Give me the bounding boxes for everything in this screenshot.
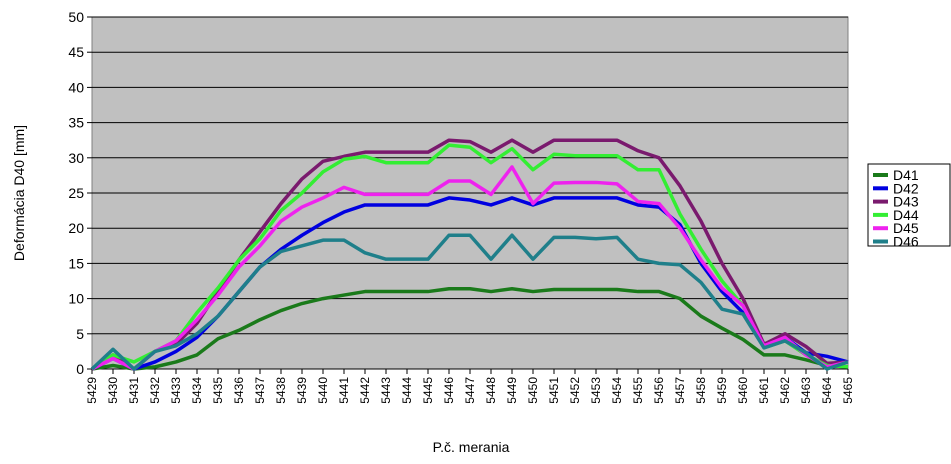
y-tick-label: 35 bbox=[68, 115, 84, 131]
x-tick-label: 5457 bbox=[673, 377, 687, 404]
x-tick-label: 5443 bbox=[379, 377, 393, 404]
x-tick-label: 5455 bbox=[631, 377, 645, 404]
legend-label: D43 bbox=[893, 194, 919, 210]
y-tick-label: 25 bbox=[68, 185, 84, 201]
series-line bbox=[90, 233, 849, 371]
legend-label: D44 bbox=[893, 207, 919, 223]
x-tick-label: 5445 bbox=[421, 377, 435, 404]
series-line bbox=[91, 143, 849, 371]
x-tick-label: 5462 bbox=[778, 377, 792, 404]
y-tick-label: 40 bbox=[68, 79, 84, 95]
x-tick-label: 5461 bbox=[757, 377, 771, 404]
y-tick-label: 5 bbox=[76, 326, 84, 342]
legend-label: D42 bbox=[893, 180, 919, 196]
x-tick-label: 5459 bbox=[715, 377, 729, 404]
legend-label: D45 bbox=[893, 220, 919, 236]
x-tick-label: 5451 bbox=[547, 377, 561, 404]
x-tick-label: 5454 bbox=[610, 377, 624, 404]
x-tick-label: 5435 bbox=[211, 377, 225, 404]
x-tick-label: 5444 bbox=[400, 377, 414, 404]
x-tick-label: 5453 bbox=[589, 377, 603, 404]
x-tick-label: 5442 bbox=[358, 377, 372, 404]
x-tick-label: 5431 bbox=[127, 377, 141, 404]
legend-box bbox=[867, 163, 951, 247]
y-tick-label: 15 bbox=[68, 255, 84, 271]
x-tick-label: 5463 bbox=[799, 377, 813, 404]
x-tick-label: 5439 bbox=[295, 377, 309, 404]
x-tick-label: 5452 bbox=[568, 377, 582, 404]
y-tick-label: 50 bbox=[68, 9, 84, 25]
series-line bbox=[91, 165, 849, 371]
x-tick-label: 5456 bbox=[652, 377, 666, 404]
legend-label: D41 bbox=[893, 167, 919, 183]
x-tick-label: 5464 bbox=[820, 377, 834, 404]
y-tick-label: 0 bbox=[76, 361, 84, 377]
legend-label: D46 bbox=[893, 234, 919, 250]
x-tick-label: 5446 bbox=[442, 377, 456, 404]
x-tick-label: 5437 bbox=[253, 377, 267, 404]
y-tick-label: 10 bbox=[68, 291, 84, 307]
x-tick-label: 5440 bbox=[316, 377, 330, 404]
x-tick-label: 5429 bbox=[85, 377, 99, 404]
x-tick-label: 5448 bbox=[484, 377, 498, 404]
x-tick-label: 5460 bbox=[736, 377, 750, 404]
x-tick-label: 5438 bbox=[274, 377, 288, 404]
x-tick-label: 5436 bbox=[232, 377, 246, 404]
series-line bbox=[91, 286, 849, 371]
x-tick-label: 5434 bbox=[190, 377, 204, 404]
y-tick-label: 20 bbox=[68, 220, 84, 236]
y-tick-label: 45 bbox=[68, 44, 84, 60]
x-tick-label: 5449 bbox=[505, 377, 519, 404]
x-tick-label: 5441 bbox=[337, 377, 351, 404]
x-axis-title: P.č. merania bbox=[433, 439, 510, 455]
x-tick-label: 5465 bbox=[841, 377, 855, 404]
series-line bbox=[91, 138, 849, 371]
x-tick-label: 5447 bbox=[463, 377, 477, 404]
x-tick-label: 5430 bbox=[106, 377, 120, 404]
x-tick-label: 5458 bbox=[694, 377, 708, 404]
y-tick-label: 30 bbox=[68, 150, 84, 166]
x-tick-label: 5433 bbox=[169, 377, 183, 404]
x-tick-label: 5432 bbox=[148, 377, 162, 404]
x-tick-label: 5450 bbox=[526, 377, 540, 404]
y-axis-title: Deformácia D40 [mm] bbox=[11, 125, 27, 261]
